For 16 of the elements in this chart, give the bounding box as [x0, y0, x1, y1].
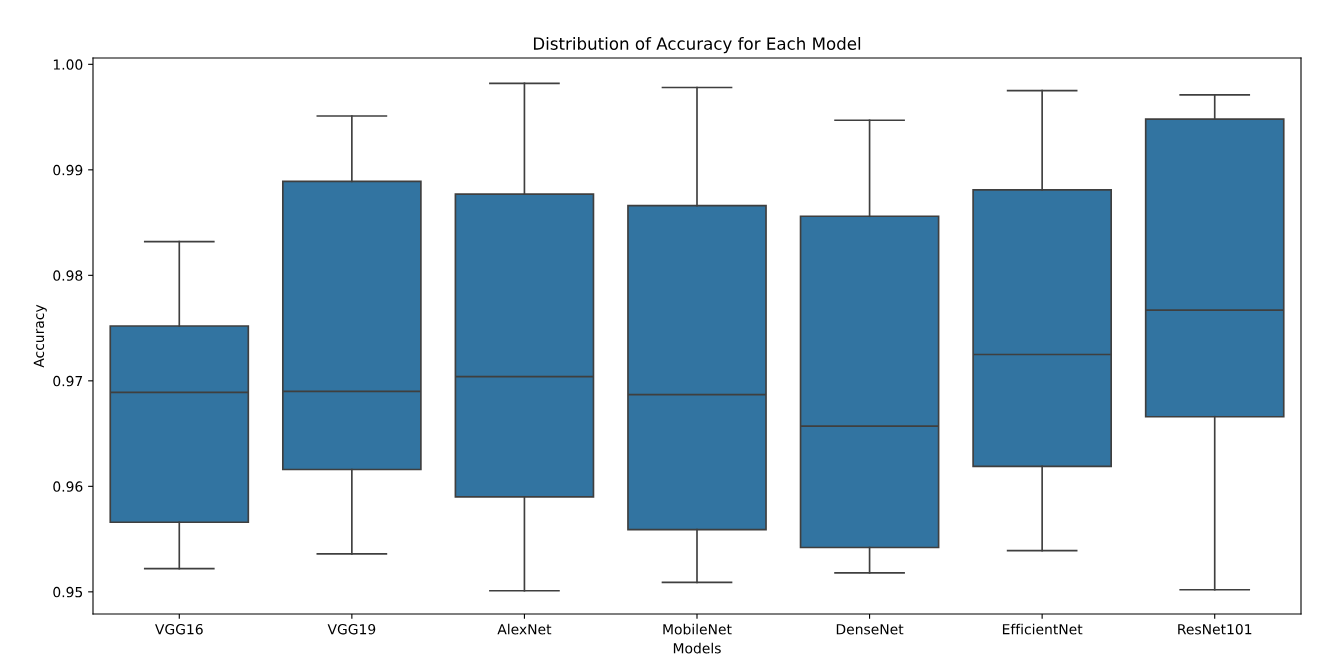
x-tick-label: EfficientNet — [1002, 623, 1083, 635]
y-tick-label: 0.99 — [53, 164, 83, 176]
x-tick-label: DenseNet — [836, 624, 904, 635]
y-tick-label: 1.00 — [53, 59, 83, 70]
y-tick-label: 0.95 — [53, 586, 83, 598]
y-tick-label: 0.97 — [53, 375, 83, 387]
x-tick-label: ResNet101 — [1178, 623, 1252, 635]
chart-title: Distribution of Accuracy for Each Model — [533, 37, 861, 54]
x-tick-label: AlexNet — [497, 623, 552, 635]
y-tick-label: 0.96 — [53, 481, 83, 492]
y-axis-title: Accuracy — [33, 304, 47, 368]
x-tick-label: VGG16 — [155, 623, 203, 635]
x-axis-title: Models — [673, 642, 721, 654]
x-tick-label: VGG19 — [327, 623, 376, 635]
x-tick-label: MobileNet — [663, 623, 732, 635]
y-tick-label: 0.98 — [53, 270, 83, 281]
